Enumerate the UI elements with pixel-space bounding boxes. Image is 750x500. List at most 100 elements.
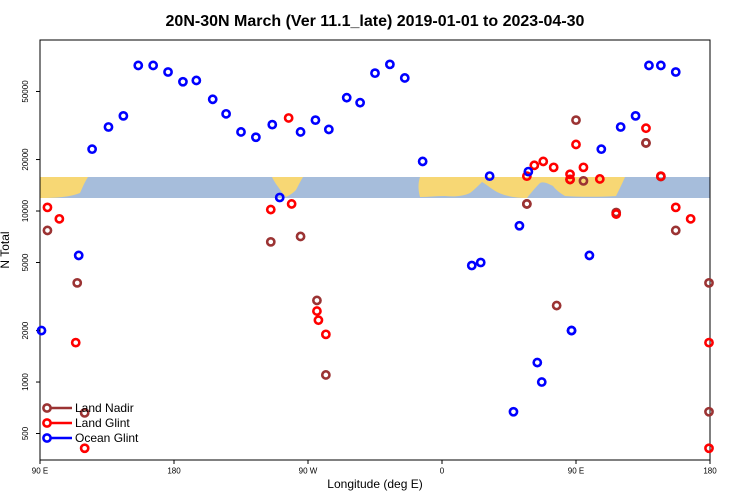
point-land-glint: [313, 315, 324, 326]
legend-marker-land-glint: [42, 418, 52, 428]
y-tick-label: 10000: [21, 199, 30, 222]
point-land-glint: [578, 162, 589, 173]
point-ocean-glint: [584, 250, 595, 261]
point-land-glint: [641, 123, 651, 134]
point-ocean-glint: [523, 166, 534, 177]
point-ocean-glint: [191, 75, 202, 86]
plot-frame: [39, 39, 711, 461]
point-ocean-glint: [178, 76, 188, 87]
legend-marker-land-nadir: [42, 403, 52, 413]
point-land-glint: [521, 171, 532, 182]
point-land-glint: [704, 443, 714, 454]
point-ocean-glint: [163, 67, 173, 77]
point-land-nadir: [312, 295, 322, 306]
point-land-glint: [538, 156, 549, 167]
y-tick-label: 5000: [21, 253, 30, 271]
x-axis: 90 E 180 90 W 0 90 E 180: [32, 460, 717, 476]
point-ocean-glint: [514, 220, 525, 231]
legend-label-land-glint: Land Glint: [75, 416, 130, 430]
point-ocean-glint: [133, 60, 144, 71]
point-ocean-glint: [236, 127, 246, 137]
point-ocean-glint: [274, 192, 285, 203]
point-ocean-glint: [36, 325, 47, 336]
point-ocean-glint: [341, 92, 352, 103]
y-tick-label: 2000: [21, 321, 30, 339]
point-ocean-glint: [596, 144, 607, 155]
x-tick-label: 180: [703, 467, 717, 476]
point-ocean-glint: [615, 122, 626, 132]
point-ocean-glint: [399, 73, 410, 83]
x-axis-label: Longitude (deg E): [327, 477, 422, 491]
legend-label-ocean-glint: Ocean Glint: [75, 431, 139, 445]
point-land-glint: [565, 174, 575, 185]
point-land-nadir: [670, 225, 681, 236]
point-ocean-glint: [118, 110, 129, 121]
point-ocean-glint: [670, 67, 681, 77]
point-land-nadir: [320, 370, 331, 380]
point-land-glint: [685, 213, 696, 224]
map-land-africa-asia: [418, 177, 625, 198]
y-axis-label: N Total: [0, 231, 12, 268]
point-land-nadir: [79, 407, 90, 418]
x-tick-label: 180: [167, 467, 181, 476]
point-ocean-glint: [536, 377, 547, 387]
x-tick-label: 90 E: [568, 467, 584, 476]
y-tick-label: 50000: [21, 80, 30, 103]
point-land-glint: [548, 162, 559, 173]
point-land-nadir: [42, 225, 53, 236]
point-land-nadir: [551, 300, 562, 311]
point-land-glint: [611, 209, 622, 219]
legend-marker-ocean-glint: [42, 433, 52, 443]
legend-label-land-nadir: Land Nadir: [75, 401, 134, 415]
point-ocean-glint: [207, 94, 218, 105]
map-land-americas: [272, 177, 303, 197]
point-land-nadir: [704, 406, 714, 417]
point-ocean-glint: [267, 119, 278, 130]
point-land-glint: [320, 329, 331, 340]
point-ocean-glint: [355, 97, 366, 108]
point-land-glint: [312, 306, 322, 316]
point-ocean-glint: [417, 156, 428, 167]
point-ocean-glint: [630, 110, 641, 121]
point-land-glint: [704, 337, 714, 348]
y-tick-label: 500: [21, 426, 30, 440]
point-land-glint: [565, 169, 575, 180]
point-ocean-glint: [532, 357, 543, 368]
point-ocean-glint: [644, 60, 654, 71]
point-ocean-glint: [475, 257, 486, 268]
point-land-nadir: [72, 277, 83, 288]
point-ocean-glint: [250, 132, 261, 143]
point-land-glint: [670, 202, 681, 213]
point-land-nadir: [265, 236, 276, 247]
point-ocean-glint: [87, 144, 98, 155]
point-ocean-glint: [73, 250, 84, 261]
point-land-nadir: [295, 231, 306, 242]
x-tick-label: 0: [440, 467, 445, 476]
point-land-nadir: [571, 115, 581, 126]
point-land-glint: [571, 139, 581, 150]
point-land-glint: [655, 171, 666, 182]
point-ocean-glint: [103, 122, 114, 132]
point-ocean-glint: [295, 127, 306, 137]
point-ocean-glint: [323, 124, 334, 135]
point-land-glint: [265, 204, 276, 215]
point-ocean-glint: [310, 115, 321, 126]
point-land-nadir: [578, 176, 589, 186]
x-tick-label: 90 E: [32, 467, 48, 476]
y-tick-label: 20000: [21, 148, 30, 171]
point-ocean-glint: [484, 171, 495, 182]
point-land-glint: [54, 213, 65, 224]
point-ocean-glint: [466, 260, 477, 271]
point-land-glint: [79, 443, 90, 454]
x-tick-label: 90 W: [299, 467, 318, 476]
point-ocean-glint: [370, 68, 380, 79]
point-land-glint: [529, 160, 540, 171]
y-axis: 500 1000 2000 5000 10000 20000 50000: [21, 80, 40, 440]
point-ocean-glint: [566, 325, 577, 336]
point-ocean-glint: [384, 59, 395, 70]
point-ocean-glint: [221, 108, 232, 119]
point-land-glint: [283, 113, 294, 123]
